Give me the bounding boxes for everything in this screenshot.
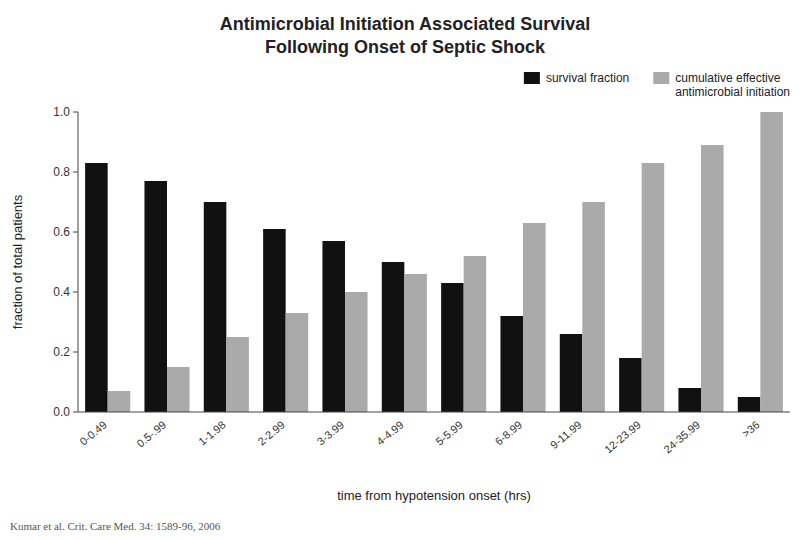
y-axis-label: fraction of total patients xyxy=(10,194,25,329)
y-tick xyxy=(73,112,78,113)
legend-label-line: antimicrobial initiation xyxy=(675,85,790,99)
title-line: Following Onset of Septic Shock xyxy=(265,37,546,57)
bar xyxy=(108,391,131,412)
x-tick-label: 5-5.99 xyxy=(433,418,465,447)
x-tick-label: 0-0.49 xyxy=(77,418,109,447)
bar xyxy=(441,283,464,412)
y-tick xyxy=(73,292,78,293)
legend-label-line: survival fraction xyxy=(546,71,629,85)
legend-item: cumulative effectiveantimicrobial initia… xyxy=(653,71,790,99)
x-axis-label: time from hypotension onset (hrs) xyxy=(337,488,531,503)
bar xyxy=(738,397,761,412)
bar xyxy=(701,145,724,412)
y-tick-label: 1.0 xyxy=(53,105,70,119)
legend-swatch xyxy=(653,72,669,84)
bar xyxy=(85,163,108,412)
y-tick xyxy=(73,412,78,413)
bar xyxy=(263,229,286,412)
y-tick-label: 0.2 xyxy=(53,345,70,359)
bar xyxy=(560,334,583,412)
legend-label: survival fraction xyxy=(546,71,629,85)
x-tick-label: 6-8.99 xyxy=(493,418,525,447)
x-tick-label: 2-2.99 xyxy=(255,418,287,447)
y-tick-label: 0.0 xyxy=(53,405,70,419)
page: {"chart_data": { "type": "bar", "title":… xyxy=(0,0,810,540)
x-tick-label: 1-1.98 xyxy=(196,418,228,447)
bar xyxy=(464,256,487,412)
x-tick-label: 12-23.99 xyxy=(602,418,643,455)
y-tick-label: 0.4 xyxy=(53,285,70,299)
legend-swatch xyxy=(524,72,540,84)
x-tick-label: 4-4.99 xyxy=(374,418,406,447)
bar xyxy=(678,388,701,412)
bar xyxy=(760,112,783,412)
x-tick-label: 0.5-.99 xyxy=(134,418,168,449)
bar xyxy=(226,337,249,412)
bar xyxy=(382,262,405,412)
x-tick-label: 24-35.99 xyxy=(661,418,702,455)
y-tick-label: 0.8 xyxy=(53,165,70,179)
bar xyxy=(523,223,546,412)
chart: Antimicrobial Initiation Associated Surv… xyxy=(0,0,810,540)
axes: 0.0 0.2 0.4 0.6 0.8 1.0 0-0.49 0.5-.99 1-1.98 2-2… xyxy=(53,105,790,455)
x-tick-label: >36 xyxy=(740,418,762,439)
x-tick-label: 9-11.99 xyxy=(548,418,584,451)
bar xyxy=(642,163,665,412)
annotation: Kumar et al. Crit. Care Med. 34: 1589-96… xyxy=(10,520,221,532)
title: Antimicrobial Initiation Associated Surv… xyxy=(220,14,590,57)
y-tick-label: 0.6 xyxy=(53,225,70,239)
bar xyxy=(167,367,190,412)
bar xyxy=(404,274,427,412)
bar xyxy=(322,241,345,412)
bar xyxy=(144,181,167,412)
x-tick-label: 3-3.99 xyxy=(315,418,347,447)
bar xyxy=(345,292,368,412)
y-tick xyxy=(73,352,78,353)
legend: survival fraction cumulative effectiveant… xyxy=(524,71,790,99)
bars xyxy=(85,112,783,412)
x-axis-line xyxy=(78,412,790,413)
bar xyxy=(286,313,309,412)
bar xyxy=(619,358,642,412)
legend-label-line: cumulative effective xyxy=(675,71,780,85)
y-tick xyxy=(73,232,78,233)
bar xyxy=(500,316,523,412)
bar xyxy=(204,202,227,412)
bar xyxy=(582,202,605,412)
legend-item: survival fraction xyxy=(524,71,629,85)
legend-label: cumulative effectiveantimicrobial initia… xyxy=(675,71,790,99)
title-line: Antimicrobial Initiation Associated Surv… xyxy=(220,14,590,34)
y-tick xyxy=(73,172,78,173)
y-axis-line xyxy=(78,112,79,412)
